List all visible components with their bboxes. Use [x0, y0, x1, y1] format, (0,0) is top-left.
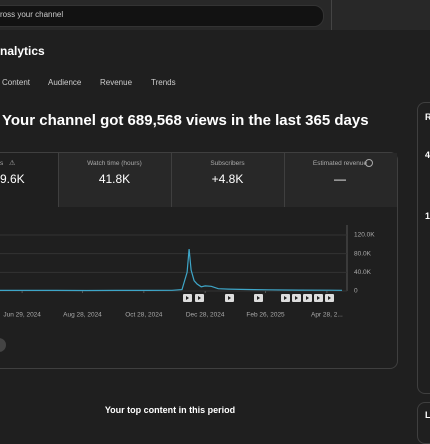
side-text: 1 — [425, 211, 430, 221]
marker-icon — [306, 296, 309, 300]
x-tick-label: Jun 29, 2024 — [3, 312, 41, 319]
tab[interactable]: Audience — [48, 78, 82, 87]
search-placeholder: ross your channel — [0, 10, 64, 19]
marker-icon — [198, 296, 201, 300]
x-tick-label: Apr 28, 2... — [311, 312, 343, 319]
tab[interactable]: Content — [2, 78, 31, 87]
tab[interactable]: Revenue — [100, 78, 133, 87]
y-tick-label: 0 — [354, 288, 358, 295]
page-title: nalytics — [0, 44, 45, 58]
side-panel — [417, 102, 430, 394]
side-text: L — [425, 410, 430, 420]
side-text: R — [425, 112, 430, 122]
x-tick-label: Dec 28, 2024 — [186, 312, 225, 319]
headline: Your channel got 689,568 views in the la… — [2, 112, 369, 129]
metric-value: — — [334, 172, 346, 186]
metric-value: 41.8K — [98, 172, 131, 186]
marker-icon — [328, 296, 331, 300]
marker-icon — [317, 296, 320, 300]
search-box[interactable] — [0, 5, 324, 27]
x-tick-label: Feb 26, 2025 — [246, 312, 285, 319]
metric-label: Watch time (hours) — [87, 160, 142, 167]
metric-label: Subscribers — [210, 160, 245, 167]
line-series — [0, 248, 343, 292]
clock-icon — [365, 159, 373, 167]
y-tick-label: 40.0K — [354, 269, 372, 276]
tab[interactable]: Trends — [151, 78, 176, 87]
x-tick-label: Oct 28, 2024 — [125, 312, 163, 319]
metric-card[interactable] — [284, 153, 397, 207]
divider — [331, 0, 332, 30]
marker-icon — [186, 296, 189, 300]
side-text: 4 — [425, 150, 430, 160]
section-title: Your top content in this period — [104, 405, 236, 415]
warning-icon: ⚠ — [9, 160, 16, 167]
metric-value: 9.6K — [0, 172, 25, 186]
metric-card[interactable] — [58, 153, 172, 207]
side-panel-2 — [417, 402, 430, 444]
x-tick-label: Aug 28, 2024 — [63, 312, 102, 319]
marker-icon — [228, 296, 231, 300]
chart: 0 40.0K 80.0K 120.0K Jun 29, 2024 Aug 28, 202… — [0, 225, 375, 319]
metric-label: Estimated revenue — [312, 160, 368, 167]
marker-icon — [284, 296, 287, 300]
marker-icon — [295, 296, 298, 300]
y-tick-label: 80.0K — [354, 250, 372, 257]
metric-value: +4.8K — [211, 172, 244, 186]
marker-icon — [257, 296, 260, 300]
metric-card[interactable] — [171, 153, 285, 207]
y-tick-label: 120.0K — [354, 232, 375, 239]
round-button[interactable] — [0, 338, 6, 352]
metric-label: s — [0, 160, 4, 167]
